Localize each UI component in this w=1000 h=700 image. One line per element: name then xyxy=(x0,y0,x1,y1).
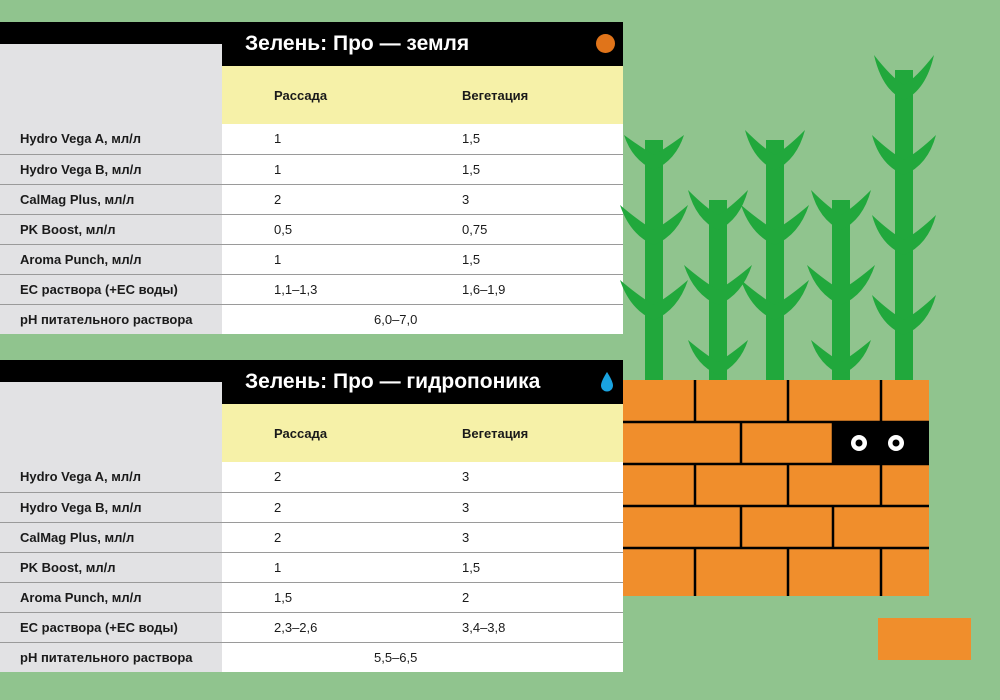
wall-gap xyxy=(833,422,929,464)
seedling-value: 0,5 xyxy=(222,214,410,245)
table-row: PK Boost, мл/л 0,5 0,75 xyxy=(0,214,623,245)
vegetation-value: 3 xyxy=(410,522,623,553)
vegetation-value: 3 xyxy=(410,462,623,493)
table-row: PK Boost, мл/л 1 1,5 xyxy=(0,552,623,583)
seedling-value: 2,3–2,6 xyxy=(222,612,410,643)
dosage-table: Рассада Вегетация Hydro Vega A, мл/л 2 3… xyxy=(0,404,623,672)
header-label-cell xyxy=(0,66,222,124)
vegetation-value: 1,6–1,9 xyxy=(410,274,623,305)
plant-stalk-icon xyxy=(684,190,752,385)
table-row: Hydro Vega A, мл/л 2 3 xyxy=(0,462,623,493)
vegetation-value: 3 xyxy=(410,492,623,523)
ph-row: pH питательного раствора 5,5–6,5 xyxy=(0,642,623,672)
table-row: Aroma Punch, мл/л 1,5 2 xyxy=(0,582,623,613)
row-label: Aroma Punch, мл/л xyxy=(0,244,222,275)
table-row: CalMag Plus, мл/л 2 3 xyxy=(0,522,623,553)
row-label: Hydro Vega A, мл/л xyxy=(0,462,222,493)
eyes-icon xyxy=(851,435,904,451)
title-tab xyxy=(222,22,623,66)
row-label: PK Boost, мл/л xyxy=(0,552,222,583)
nutrient-table-soil: Зелень: Про — земля Рассада Вегетация Hy… xyxy=(0,22,623,334)
row-label: EC раствора (+EC воды) xyxy=(0,274,222,305)
plants-illustration xyxy=(620,55,936,385)
seedling-value: 1 xyxy=(222,244,410,275)
plant-stalk-icon xyxy=(620,135,688,385)
row-label: CalMag Plus, мл/л xyxy=(0,184,222,215)
orange-dot-icon xyxy=(596,34,615,53)
vegetation-value: 0,75 xyxy=(410,214,623,245)
plant-stalk-icon xyxy=(741,130,809,385)
table-row: EC раствора (+EC воды) 1,1–1,3 1,6–1,9 xyxy=(0,274,623,305)
header-seedling: Рассада xyxy=(222,404,410,462)
title-tab xyxy=(222,360,623,404)
table-title: Зелень: Про — земля xyxy=(245,32,470,55)
seedling-value: 1 xyxy=(222,124,410,155)
plant-stalk-icon xyxy=(872,55,936,385)
vegetation-value: 1,5 xyxy=(410,124,623,155)
table-row: Hydro Vega B, мл/л 2 3 xyxy=(0,492,623,523)
table-header-row: Рассада Вегетация xyxy=(0,66,623,124)
seedling-value: 1,1–1,3 xyxy=(222,274,410,305)
row-label: Hydro Vega B, мл/л xyxy=(0,492,222,523)
table-row: Hydro Vega B, мл/л 1 1,5 xyxy=(0,154,623,185)
ph-label: pH питательного раствора xyxy=(0,642,222,672)
table-row: EC раствора (+EC воды) 2,3–2,6 3,4–3,8 xyxy=(0,612,623,643)
seedling-value: 1,5 xyxy=(222,582,410,613)
table-row: Hydro Vega A, мл/л 1 1,5 xyxy=(0,124,623,155)
row-label: Hydro Vega A, мл/л xyxy=(0,124,222,155)
row-label: CalMag Plus, мл/л xyxy=(0,522,222,553)
row-label: EC раствора (+EC воды) xyxy=(0,612,222,643)
header-label-cell xyxy=(0,404,222,462)
seedling-value: 2 xyxy=(222,522,410,553)
header-seedling: Рассада xyxy=(222,66,410,124)
ph-row: pH питательного раствора 6,0–7,0 xyxy=(0,304,623,334)
header-vegetation: Вегетация xyxy=(410,66,623,124)
seedling-value: 1 xyxy=(222,552,410,583)
row-label: Hydro Vega B, мл/л xyxy=(0,154,222,185)
brick-wall-illustration xyxy=(623,380,929,596)
header-vegetation: Вегетация xyxy=(410,404,623,462)
title-gray-block xyxy=(0,382,222,404)
seedling-value: 1 xyxy=(222,154,410,185)
table-title: Зелень: Про — гидропоника xyxy=(245,370,541,393)
row-label: PK Boost, мл/л xyxy=(0,214,222,245)
water-drop-icon xyxy=(601,372,613,392)
plant-stalk-icon xyxy=(807,190,875,385)
seedling-value: 2 xyxy=(222,462,410,493)
table-title-row: Зелень: Про — гидропоника xyxy=(0,360,623,404)
table-header-row: Рассада Вегетация xyxy=(0,404,623,462)
seedling-value: 2 xyxy=(222,184,410,215)
title-gray-block xyxy=(0,44,222,66)
vegetation-value: 1,5 xyxy=(410,244,623,275)
vegetation-value: 2 xyxy=(410,582,623,613)
vegetation-value: 3,4–3,8 xyxy=(410,612,623,643)
table-row: CalMag Plus, мл/л 2 3 xyxy=(0,184,623,215)
nutrient-table-hydroponics: Зелень: Про — гидропоника Рассада Вегета… xyxy=(0,360,623,672)
ph-value: 6,0–7,0 xyxy=(222,304,623,334)
table-row: Aroma Punch, мл/л 1 1,5 xyxy=(0,244,623,275)
dosage-table: Рассада Вегетация Hydro Vega A, мл/л 1 1… xyxy=(0,66,623,334)
loose-brick xyxy=(878,618,971,660)
vegetation-value: 1,5 xyxy=(410,552,623,583)
table-title-row: Зелень: Про — земля xyxy=(0,22,623,66)
ph-value: 5,5–6,5 xyxy=(222,642,623,672)
seedling-value: 2 xyxy=(222,492,410,523)
vegetation-value: 3 xyxy=(410,184,623,215)
row-label: Aroma Punch, мл/л xyxy=(0,582,222,613)
ph-label: pH питательного раствора xyxy=(0,304,222,334)
vegetation-value: 1,5 xyxy=(410,154,623,185)
